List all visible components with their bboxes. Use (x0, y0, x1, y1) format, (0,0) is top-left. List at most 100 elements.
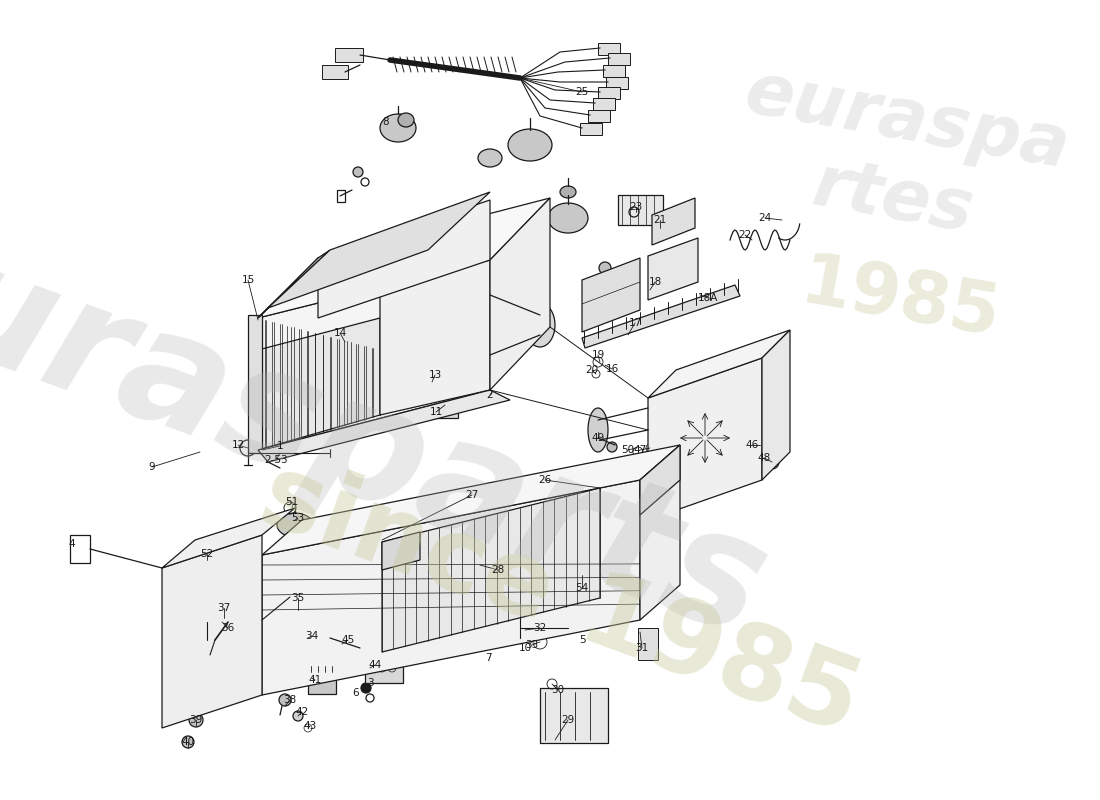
Bar (588, 110, 610, 122)
Bar (365, 655, 403, 683)
Text: 54: 54 (575, 583, 589, 593)
Bar (336, 48, 363, 62)
Text: euraspa
rtes: euraspa rtes (725, 58, 1075, 262)
Text: 45: 45 (341, 635, 354, 645)
Text: 21: 21 (653, 215, 667, 225)
Text: 1: 1 (277, 441, 284, 451)
Text: 3: 3 (366, 678, 373, 688)
Ellipse shape (472, 295, 508, 355)
Bar (480, 562, 540, 612)
Text: 30: 30 (551, 685, 564, 695)
Text: 29: 29 (561, 715, 574, 725)
Polygon shape (162, 535, 262, 728)
Text: eurasparts: eurasparts (0, 190, 785, 670)
Ellipse shape (379, 114, 416, 142)
Text: 2-53: 2-53 (264, 455, 288, 465)
Text: 43: 43 (304, 721, 317, 731)
Text: 39: 39 (189, 715, 202, 725)
Bar (308, 672, 336, 694)
Text: 36: 36 (221, 623, 234, 633)
Polygon shape (262, 445, 680, 555)
Ellipse shape (588, 408, 608, 452)
Polygon shape (258, 260, 490, 450)
Text: 9: 9 (148, 462, 155, 472)
Text: 23: 23 (629, 202, 642, 212)
Text: 38: 38 (284, 695, 297, 705)
Text: 17: 17 (628, 318, 641, 328)
Text: 49: 49 (592, 433, 605, 443)
Circle shape (755, 440, 764, 450)
Circle shape (607, 442, 617, 452)
Circle shape (192, 594, 221, 622)
Polygon shape (258, 318, 380, 450)
Polygon shape (382, 532, 420, 570)
Ellipse shape (478, 149, 502, 167)
Text: 34: 34 (306, 631, 319, 641)
Text: 22: 22 (738, 230, 751, 240)
Polygon shape (490, 198, 550, 390)
Polygon shape (652, 198, 695, 245)
Polygon shape (379, 260, 490, 415)
Polygon shape (582, 258, 640, 332)
Ellipse shape (560, 186, 576, 198)
Text: 44: 44 (368, 660, 382, 670)
Text: 52: 52 (200, 549, 213, 559)
Bar (430, 375, 452, 393)
Text: 19: 19 (592, 350, 605, 360)
Text: 40: 40 (182, 737, 195, 747)
Text: 13: 13 (428, 370, 441, 380)
Ellipse shape (277, 513, 313, 537)
Bar (290, 588, 318, 606)
Polygon shape (162, 508, 295, 568)
Text: 32: 32 (534, 623, 547, 633)
Polygon shape (648, 238, 698, 300)
Ellipse shape (508, 129, 552, 161)
Text: 26: 26 (538, 475, 551, 485)
Bar (606, 77, 628, 89)
Text: 14: 14 (333, 328, 346, 338)
Text: 51: 51 (285, 497, 298, 507)
Text: 46: 46 (746, 440, 759, 450)
Circle shape (600, 262, 610, 274)
Text: 42: 42 (296, 707, 309, 717)
Bar (638, 628, 658, 660)
Text: 48: 48 (758, 453, 771, 463)
Polygon shape (258, 390, 510, 462)
Polygon shape (268, 192, 490, 308)
Text: 53: 53 (292, 513, 305, 523)
Polygon shape (262, 480, 640, 695)
Text: 47: 47 (634, 445, 647, 455)
Bar (540, 688, 608, 743)
Text: 8: 8 (383, 117, 389, 127)
Bar (582, 570, 596, 608)
Text: 28: 28 (492, 565, 505, 575)
Bar (598, 87, 620, 99)
Text: 33: 33 (526, 640, 539, 650)
Bar (305, 630, 337, 648)
Circle shape (293, 711, 303, 721)
Text: 7: 7 (485, 653, 492, 663)
Bar (305, 345, 360, 383)
Text: 41: 41 (308, 675, 321, 685)
Bar (430, 398, 458, 418)
Text: 37: 37 (218, 603, 231, 613)
Text: 1985: 1985 (795, 249, 1005, 351)
Circle shape (698, 432, 711, 444)
Text: 6: 6 (353, 688, 360, 698)
Polygon shape (640, 445, 680, 620)
Text: 18A: 18A (697, 293, 718, 303)
Text: since 1985: since 1985 (246, 445, 873, 755)
Polygon shape (762, 330, 790, 480)
Circle shape (189, 713, 204, 727)
Text: 16: 16 (605, 364, 618, 374)
Bar (598, 43, 620, 55)
Text: 4: 4 (68, 539, 75, 549)
Circle shape (182, 736, 194, 748)
Polygon shape (318, 200, 490, 318)
Polygon shape (648, 330, 790, 398)
Circle shape (361, 683, 371, 693)
Circle shape (279, 694, 292, 706)
Text: 27: 27 (465, 490, 478, 500)
Text: 20: 20 (585, 365, 598, 375)
Bar (338, 638, 363, 656)
